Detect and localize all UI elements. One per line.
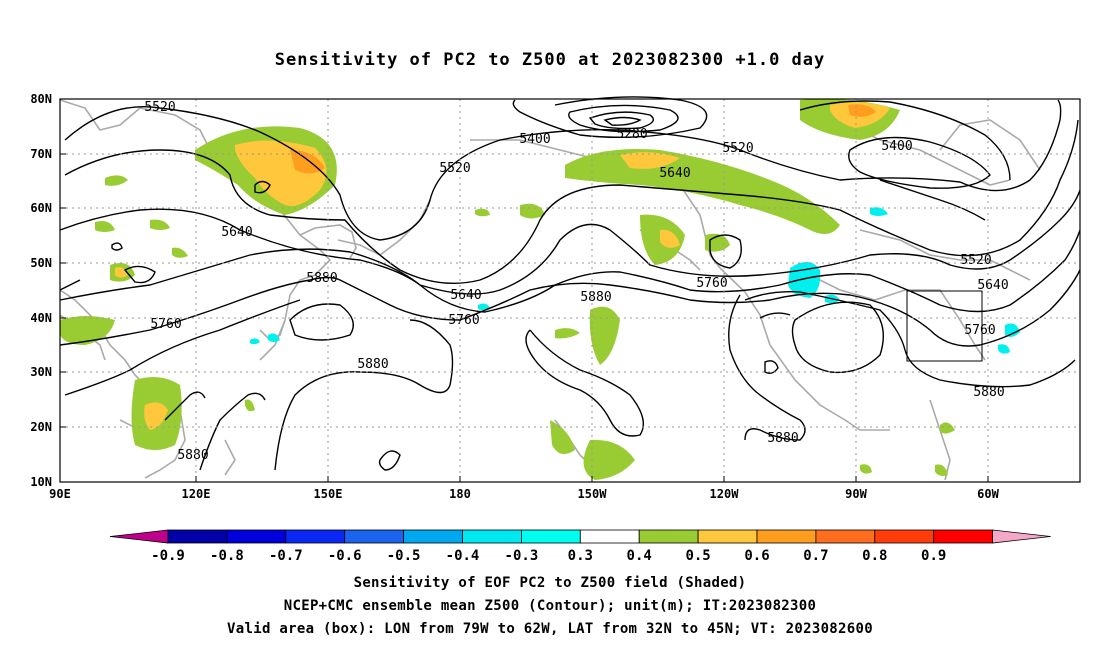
lon-label: 120W — [710, 487, 740, 501]
colorbar-label: -0.8 — [210, 548, 244, 564]
colorbar-segment — [579, 529, 640, 544]
colorbar-label: 0.7 — [803, 548, 828, 564]
longitude-labels: 90E 120E 150E 180 150W 120W 90W 60W — [49, 487, 999, 501]
contour-label: 5880 — [357, 357, 388, 372]
colorbar-label: 0.9 — [921, 548, 946, 564]
contour-label: 5400 — [881, 139, 912, 154]
contour-label: 5520 — [960, 253, 991, 268]
lat-label: 80N — [30, 92, 52, 106]
lat-label: 40N — [30, 311, 52, 325]
tick-marks — [59, 98, 989, 483]
colorbar-segment — [638, 529, 699, 544]
contour-label: 5880 — [580, 290, 611, 305]
colorbar-segment — [697, 529, 758, 544]
lon-label: 60W — [977, 487, 999, 501]
latitude-labels: 80N 70N 60N 50N 40N 30N 20N 10N — [30, 92, 52, 489]
colorbar: -0.9 -0.8 -0.7 -0.6 -0.5 -0.4 -0.3 0.3 0.4 0.5 0.6… — [109, 529, 1051, 564]
contour-label: 5760 — [448, 313, 479, 328]
lon-label: 180 — [449, 487, 471, 501]
map-panel: 5520 5400 5280 5520 5400 5520 5640 5640 … — [30, 92, 1081, 501]
colorbar-label: 0.4 — [627, 548, 652, 564]
colorbar-segment — [874, 529, 935, 544]
contour-label: 5760 — [964, 323, 995, 338]
contour-label: 5760 — [696, 276, 727, 291]
contour-label: 5880 — [973, 385, 1004, 400]
colorbar-right-arrow — [992, 529, 1051, 544]
colorbar-label: -0.4 — [446, 548, 480, 564]
caption-valid-area: Valid area (box): LON from 79W to 62W, L… — [227, 621, 873, 637]
contour-label: 5280 — [616, 127, 647, 142]
shaded-cyan — [250, 207, 1020, 354]
contour-labels: 5520 5400 5280 5520 5400 5520 5640 5640 … — [144, 100, 1008, 463]
contour-label: 5400 — [519, 132, 550, 147]
colorbar-segment — [167, 529, 228, 544]
caption-contour: NCEP+CMC ensemble mean Z500 (Contour); u… — [283, 598, 817, 614]
colorbar-segment — [226, 529, 287, 544]
contour-label: 5880 — [177, 448, 208, 463]
colorbar-label: 0.5 — [685, 548, 710, 564]
contour-label: 5520 — [722, 141, 753, 156]
lat-label: 70N — [30, 147, 52, 161]
z500-contours — [59, 96, 1081, 471]
lon-label: 150W — [578, 487, 608, 501]
lat-label: 30N — [30, 365, 52, 379]
colorbar-segment — [285, 529, 346, 544]
contour-label: 5640 — [450, 288, 481, 303]
colorbar-label: -0.5 — [387, 548, 421, 564]
contour-label: 5880 — [306, 271, 337, 286]
colorbar-segment — [344, 529, 405, 544]
colorbar-label: 0.6 — [744, 548, 769, 564]
lat-label: 20N — [30, 420, 52, 434]
colorbar-left-arrow — [109, 529, 169, 544]
colorbar-label: 0.8 — [862, 548, 887, 564]
contour-label: 5640 — [221, 225, 252, 240]
contour-label: 5520 — [144, 100, 175, 115]
colorbar-segment — [815, 529, 876, 544]
contour-label: 5640 — [659, 166, 690, 181]
colorbar-segment — [462, 529, 522, 544]
colorbar-label: -0.7 — [269, 548, 303, 564]
lon-label: 90E — [49, 487, 71, 501]
shaded-green — [60, 98, 955, 480]
colorbar-label: 0.3 — [568, 548, 593, 564]
lon-label: 120E — [182, 487, 211, 501]
contour-label: 5520 — [439, 161, 470, 176]
contour-label: 5640 — [977, 278, 1008, 293]
map-frame — [59, 98, 1081, 483]
colorbar-segment — [756, 529, 817, 544]
contour-label: 5880 — [767, 431, 798, 446]
lat-lon-grid — [60, 99, 1080, 482]
colorbar-segment — [521, 529, 581, 544]
colorbar-label: -0.3 — [505, 548, 539, 564]
colorbar-segment — [933, 529, 994, 544]
colorbar-label: -0.6 — [328, 548, 362, 564]
contour-label: 5760 — [150, 317, 181, 332]
valid-area-box — [906, 290, 983, 362]
map-title: Sensitivity of PC2 to Z500 at 2023082300… — [274, 50, 826, 70]
colorbar-label: -0.9 — [151, 548, 185, 564]
lat-label: 10N — [30, 475, 52, 489]
caption-shading: Sensitivity of EOF PC2 to Z500 field (Sh… — [353, 575, 747, 591]
lon-label: 150E — [314, 487, 343, 501]
lat-label: 60N — [30, 201, 52, 215]
lat-label: 50N — [30, 256, 52, 270]
lon-label: 90W — [845, 487, 867, 501]
colorbar-segment — [403, 529, 463, 544]
